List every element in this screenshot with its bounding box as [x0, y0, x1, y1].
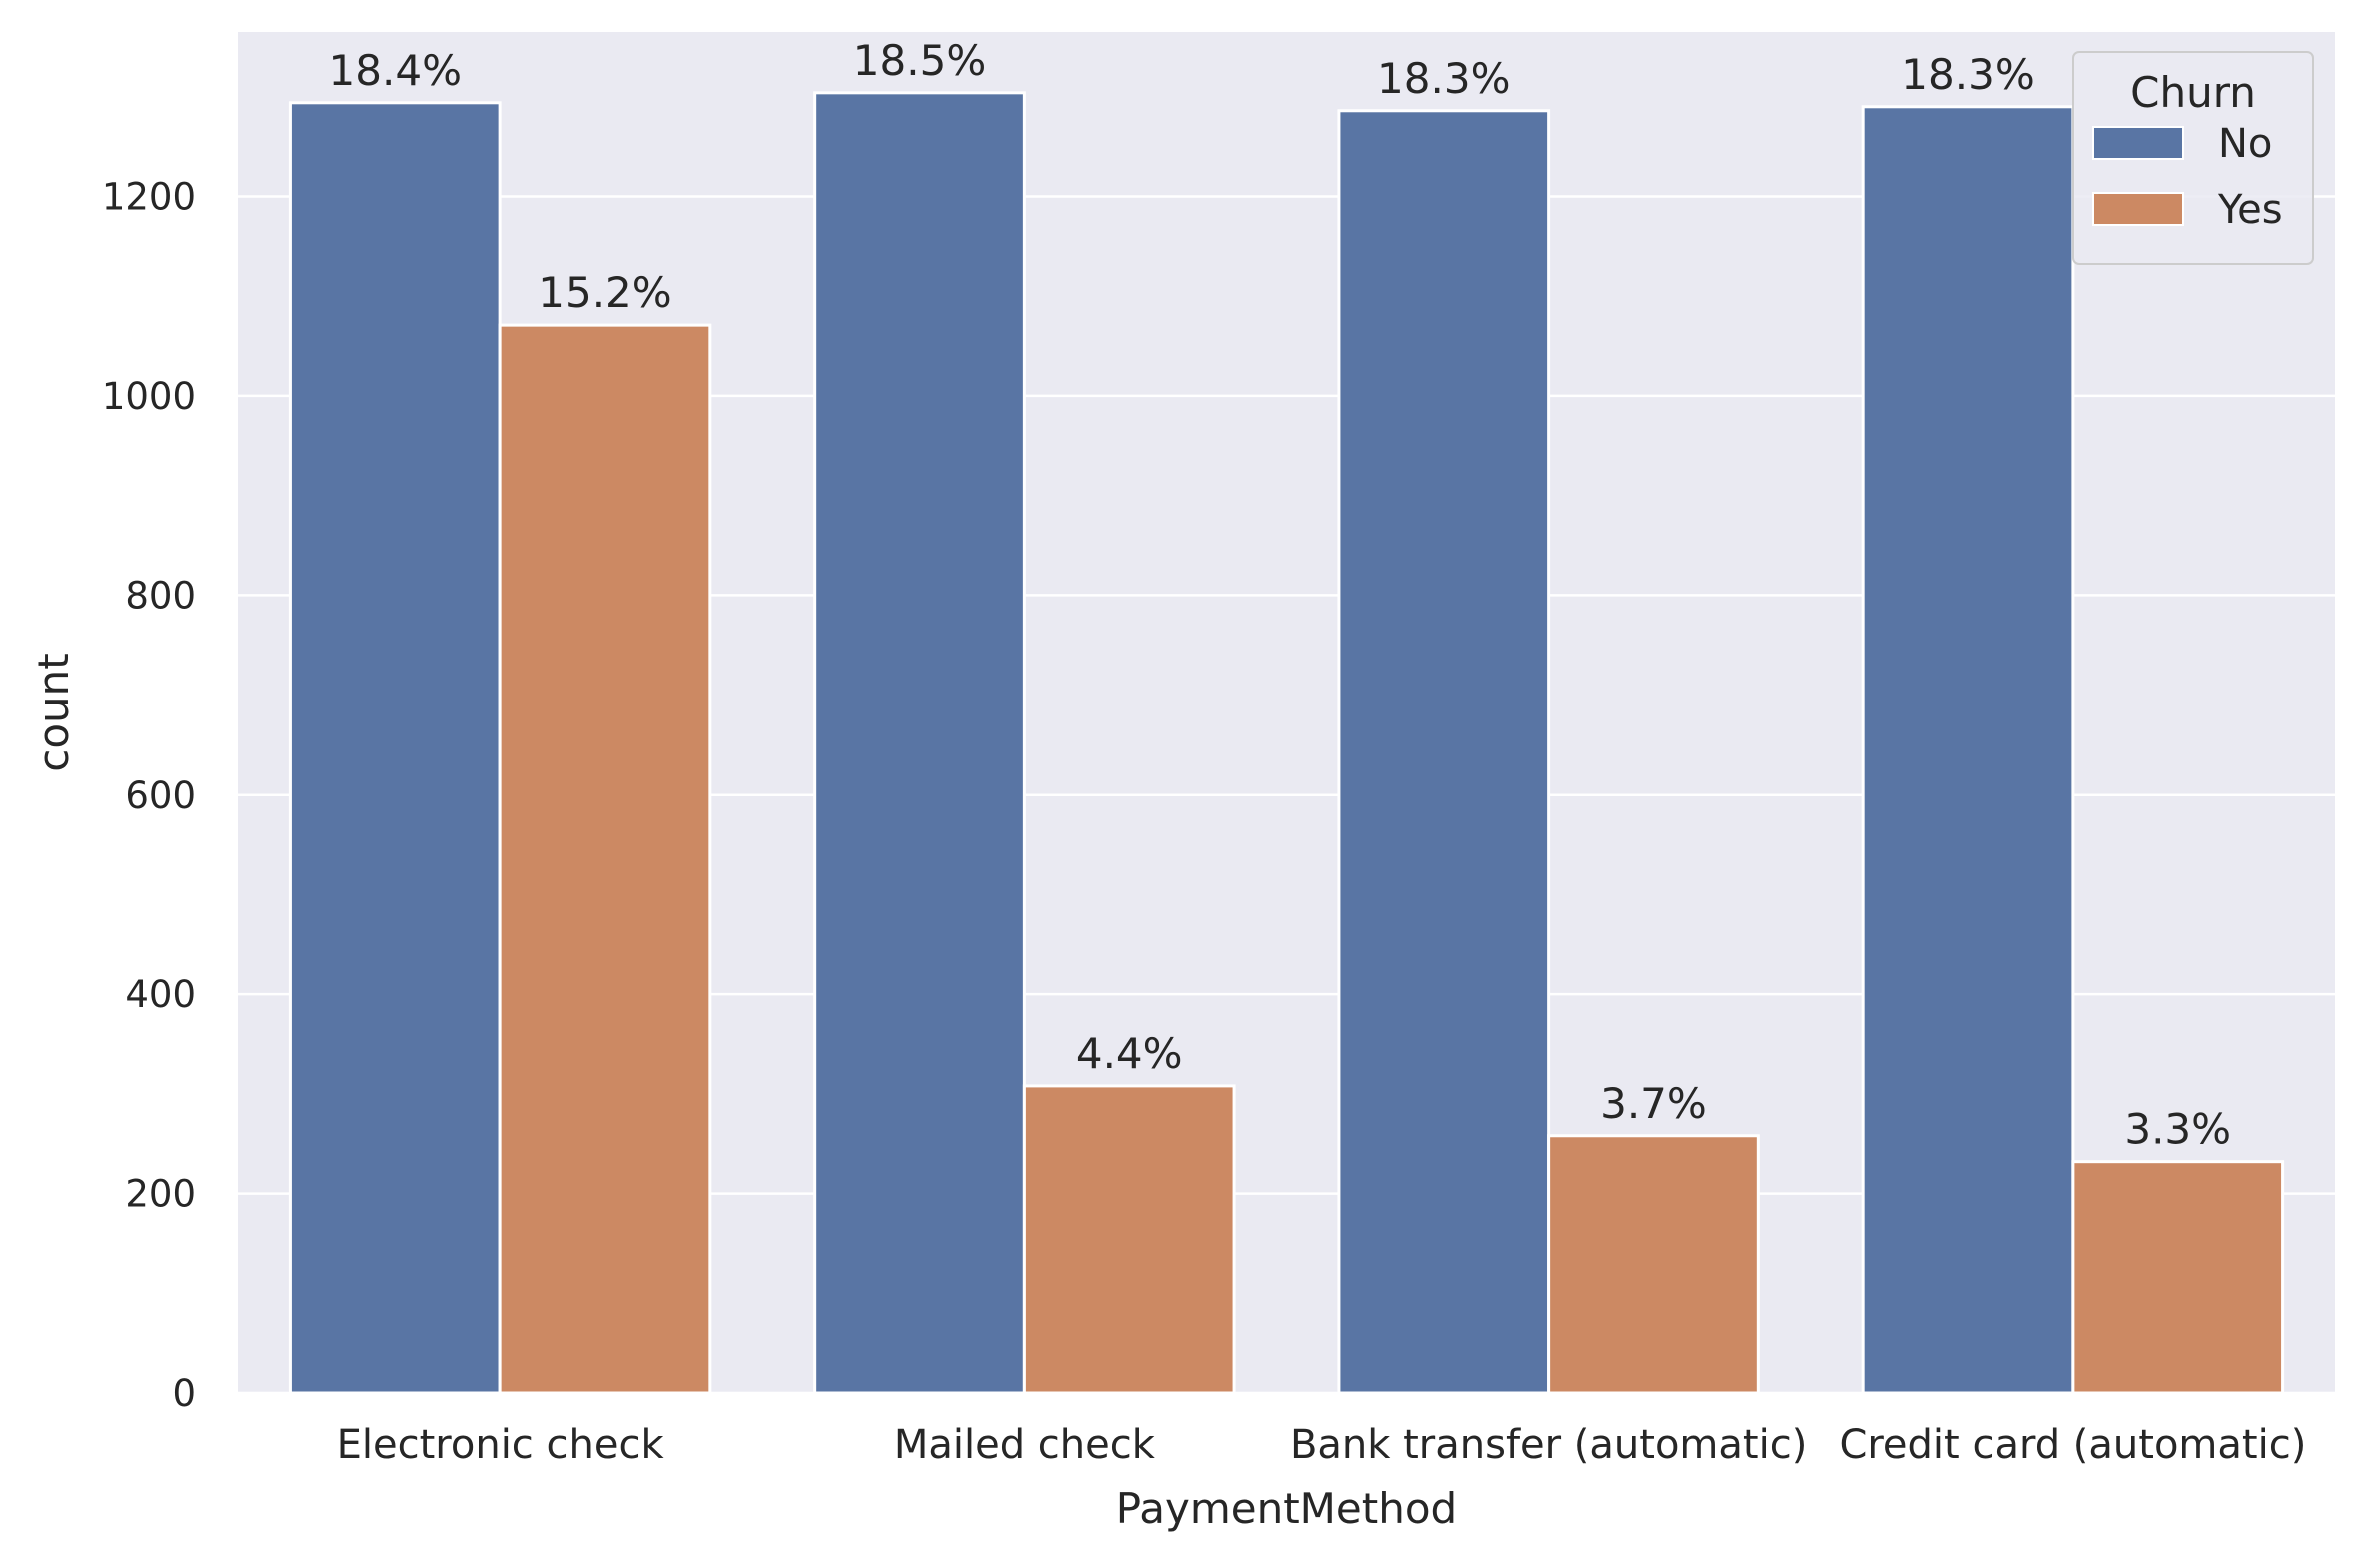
bar-value-label: 3.3%: [2124, 1105, 2231, 1154]
y-axis-ticks: 0 200 400 600 800 1000 1200: [102, 176, 196, 1415]
bar-value-label: 18.4%: [329, 46, 462, 95]
x-axis-ticks: Electronic check Mailed check Bank transfe…: [337, 1422, 2307, 1468]
legend-label-yes: Yes: [2217, 187, 2283, 233]
bars: [288, 91, 2285, 1395]
legend-swatch-yes: [2092, 192, 2184, 226]
bar-value-label: 18.3%: [1377, 54, 1510, 103]
x-tick-label: Mailed check: [894, 1422, 1156, 1468]
y-tick-label: 400: [125, 973, 196, 1016]
y-tick-label: 600: [125, 774, 196, 817]
y-tick-label: 1000: [102, 375, 196, 418]
bar-value-label: 18.5%: [853, 36, 986, 85]
bar-yes-3: [2071, 1160, 2285, 1395]
legend-items: No Yes: [2092, 121, 2283, 233]
bar-value-label: 15.2%: [538, 268, 671, 317]
bar-yes-0: [498, 323, 712, 1395]
bar-value-label: 18.3%: [1901, 50, 2034, 99]
bar-yes-2: [1547, 1134, 1760, 1395]
legend-title: Churn: [2130, 68, 2256, 117]
y-tick-label: 0: [172, 1372, 196, 1415]
legend: Churn No Yes: [2072, 51, 2314, 265]
legend-label-no: No: [2218, 121, 2272, 167]
bar-no-2: [1337, 109, 1551, 1395]
y-axis-title: count: [29, 653, 78, 772]
x-tick-label: Electronic check: [337, 1422, 665, 1468]
x-tick-label: Credit card (automatic): [1839, 1422, 2306, 1468]
bar-yes-1: [1022, 1084, 1236, 1395]
x-tick-label: Bank transfer (automatic): [1290, 1422, 1807, 1468]
y-tick-label: 200: [125, 1173, 196, 1216]
bar-no-1: [813, 91, 1026, 1395]
bar-value-label: 3.7%: [1600, 1079, 1707, 1128]
legend-swatch-no: [2092, 126, 2184, 160]
y-tick-label: 800: [125, 574, 196, 617]
bar-no-3: [1861, 105, 2075, 1395]
bar-value-label: 4.4%: [1076, 1029, 1183, 1078]
bar-labels: 18.4% 15.2% 18.5% 4.4% 18.3% 3.7% 18.3% 3.3%: [329, 36, 2232, 1154]
y-tick-label: 1200: [102, 176, 196, 219]
bar-no-0: [288, 101, 502, 1395]
x-axis-title: PaymentMethod: [1116, 1484, 1457, 1533]
